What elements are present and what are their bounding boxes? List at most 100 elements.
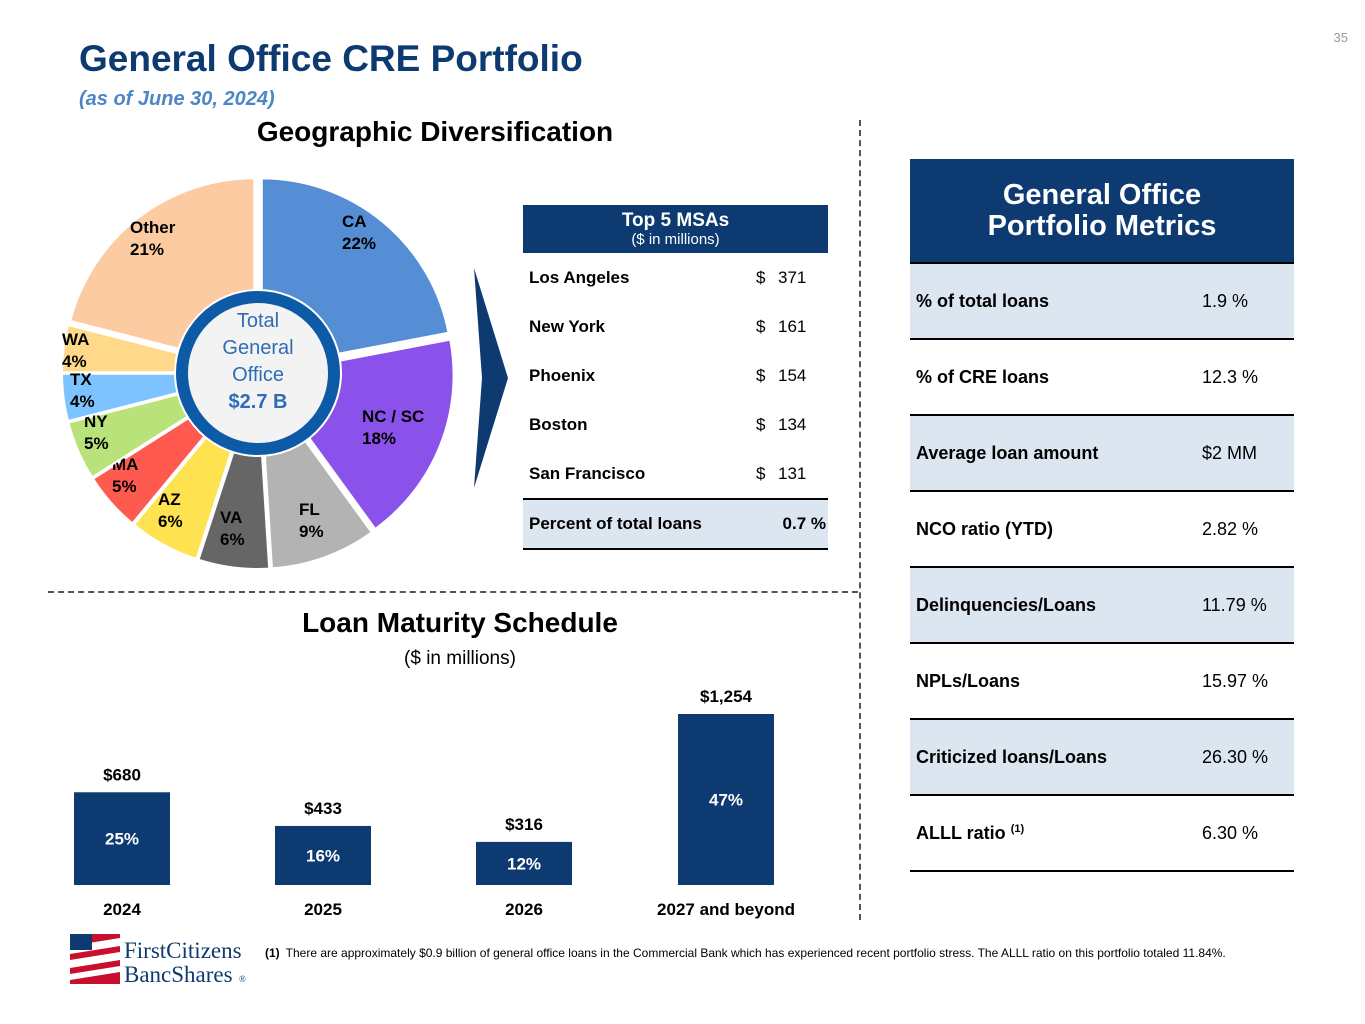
pie-slice-label: WA <box>62 330 89 349</box>
pie-center-ring <box>176 291 340 455</box>
msa-row: New York $ 161 <box>523 302 828 351</box>
pie-slice-label: FL <box>299 500 320 519</box>
msa-name: Los Angeles <box>529 267 630 287</box>
metric-label: % of total loans <box>916 290 1050 311</box>
logo-stripe <box>70 952 120 968</box>
bar-category-label: 2025 <box>304 900 342 919</box>
top-msas-table: Top 5 MSAs ($ in millions) Los Angeles $… <box>523 205 828 550</box>
bar-2024 <box>74 792 170 885</box>
msa-total-label: Percent of total loans <box>523 498 778 550</box>
pie-center-label: Total <box>237 310 279 332</box>
metrics-title-line1: General Office <box>1002 178 1202 211</box>
metric-value: 6.30 % <box>1202 822 1259 843</box>
msa-currency: $ <box>756 365 766 385</box>
footnote-marker: (1) <box>265 946 280 960</box>
metric-value: 26.30 % <box>1202 746 1269 767</box>
bar-category-label: 2024 <box>103 900 141 919</box>
msa-value: 154 <box>778 365 807 385</box>
metric-row: % of CRE loans 12.3 % <box>910 338 1294 414</box>
metric-value: 11.79 % <box>1202 594 1267 615</box>
pie-center-value: $2.7 B <box>229 391 288 413</box>
msa-table-header: Top 5 MSAs ($ in millions) <box>523 205 828 253</box>
footnote-ref: (1) <box>1010 822 1025 835</box>
portfolio-metrics-table: General Office Portfolio Metrics % of to… <box>910 159 1294 872</box>
maturity-bar-chart: $680 25% 2024 $433 16% 2025 $316 12% 2026 $1,254 4… <box>74 687 795 919</box>
metric-row: Criticized loans/Loans 26.30 % <box>910 718 1294 794</box>
page-subtitle: (as of June 30, 2024) <box>79 88 275 110</box>
pie-slice-label: Other <box>130 218 176 237</box>
msa-total-row: Percent of total loans 0.7 % <box>523 498 828 550</box>
msa-currency: $ <box>756 316 766 336</box>
pie-slice-label: NY <box>84 412 108 431</box>
msa-table-title: Top 5 MSAs <box>621 210 730 231</box>
metric-row: NCO ratio (YTD) 2.82 % <box>910 490 1294 566</box>
msa-value: 161 <box>778 316 807 336</box>
bar-category-label: 2026 <box>505 900 543 919</box>
metric-label: Average loan amount <box>916 442 1099 463</box>
msa-value: 371 <box>778 267 807 287</box>
msa-value: 134 <box>778 414 807 434</box>
pie-slice-percent: 21% <box>130 240 164 259</box>
metric-value: 15.97 % <box>1202 670 1269 691</box>
footnote: (1) There are approximately $0.9 billion … <box>265 946 1226 960</box>
msa-total-value: 0.7 % <box>778 498 828 550</box>
msa-name: Phoenix <box>529 365 596 385</box>
metric-row: Delinquencies/Loans 11.79 % <box>910 566 1294 642</box>
bar-category-label: 2027 and beyond <box>657 900 795 919</box>
msa-currency: $ <box>756 267 766 287</box>
metric-label: % of CRE loans <box>916 366 1050 387</box>
msa-row: Los Angeles $ 371 <box>523 253 828 302</box>
logo-text-line2: BancShares <box>124 962 233 987</box>
msa-table-units: ($ in millions) <box>631 231 720 248</box>
pie-slice-label: VA <box>220 508 242 527</box>
msa-value: 131 <box>778 463 807 483</box>
page-title: General Office CRE Portfolio <box>79 38 583 79</box>
metrics-title-line2: Portfolio Metrics <box>987 209 1217 242</box>
msa-name: New York <box>529 316 605 336</box>
pie-slice-label: AZ <box>158 490 181 509</box>
metric-label: Criticized loans/Loans <box>916 746 1108 767</box>
pie-slice-label: TX <box>70 370 92 389</box>
pie-slice-percent: 4% <box>70 392 95 411</box>
geo-section-title: Geographic Diversification <box>256 116 614 147</box>
logo-canton <box>70 934 92 950</box>
metric-label: NPLs/Loans <box>916 670 1021 691</box>
metric-value: 2.82 % <box>1202 518 1259 539</box>
pie-slice-percent: 22% <box>342 234 376 253</box>
logo-registered-mark: ® <box>239 974 246 984</box>
pie-slice-percent: 6% <box>158 512 183 531</box>
metric-label-text: ALLL ratio <box>916 822 1006 843</box>
msa-name: Boston <box>529 414 588 434</box>
maturity-units: ($ in millions) <box>404 648 516 669</box>
bar-percent-label: 16% <box>306 846 340 865</box>
metric-label: ALLL ratio (1) <box>910 823 1202 844</box>
maturity-section-title: Loan Maturity Schedule <box>302 607 618 638</box>
pie-slice-percent: 18% <box>362 429 396 448</box>
metric-row: ALLL ratio (1) 6.30 % <box>910 794 1294 872</box>
msa-name: San Francisco <box>529 463 646 483</box>
arrow-indicator <box>474 268 508 488</box>
logo-stripe <box>70 966 120 980</box>
bar-percent-label: 25% <box>105 830 139 849</box>
bar-2027-and-beyond <box>678 714 774 885</box>
metric-row: % of total loans 1.9 % <box>910 262 1294 338</box>
metric-value: $2 MM <box>1202 442 1258 463</box>
metric-row: NPLs/Loans 15.97 % <box>910 642 1294 718</box>
bar-2025 <box>275 825 371 885</box>
pie-center-label: General <box>222 337 293 359</box>
metric-value: 12.3 % <box>1202 366 1259 387</box>
pie-slice-percent: 5% <box>84 434 109 453</box>
msa-row: San Francisco $ 131 <box>523 449 828 499</box>
pie-slice-percent: 9% <box>299 522 324 541</box>
pie-slice-label: CA <box>342 212 367 231</box>
pie-slice-label: NC / SC <box>362 407 424 426</box>
bar-value-label: $1,254 <box>700 687 753 706</box>
vertical-divider <box>859 120 861 920</box>
bar-value-label: $433 <box>304 799 342 818</box>
metric-label: NCO ratio (YTD) <box>916 518 1053 539</box>
bar-value-label: $680 <box>103 765 141 784</box>
metric-row: Average loan amount $2 MM <box>910 414 1294 490</box>
pie-slice-percent: 5% <box>112 477 137 496</box>
bar-value-label: $316 <box>505 815 543 834</box>
pie-center-label: Office <box>232 364 284 386</box>
